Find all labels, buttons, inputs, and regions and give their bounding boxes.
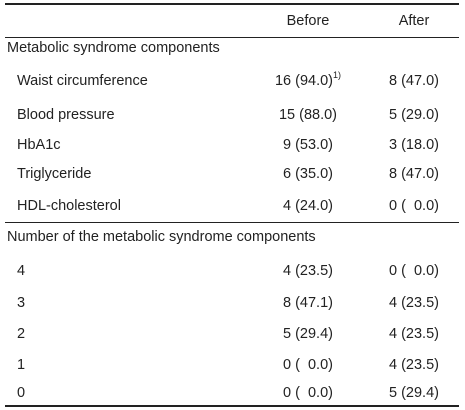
table-row: Waist circumference 16 (94.0)1) 8 (47.0) bbox=[0, 64, 465, 98]
table-row: HDL-cholesterol 4 (24.0) 0 ( 0.0) bbox=[0, 189, 465, 223]
table-row: 4 4 (23.5) 0 ( 0.0) bbox=[0, 254, 465, 288]
table-row: 0 0 ( 0.0) 5 (29.4) bbox=[0, 376, 465, 410]
header-rule bbox=[5, 37, 459, 38]
before-value: 0 ( 0.0) bbox=[283, 385, 333, 401]
section-title-row: Number of the metabolic syndrome compone… bbox=[0, 220, 465, 254]
footnote-marker: 1) bbox=[333, 70, 342, 80]
header-before: Before bbox=[286, 13, 330, 29]
before-value: 9 (53.0) bbox=[283, 137, 333, 153]
section-title: Metabolic syndrome components bbox=[7, 40, 220, 56]
row-label: Blood pressure bbox=[17, 107, 115, 123]
before-value: 4 (23.5) bbox=[283, 263, 333, 279]
section-rule bbox=[5, 222, 459, 223]
row-label: HDL-cholesterol bbox=[17, 198, 121, 214]
table-row: Triglyceride 6 (35.0) 8 (47.0) bbox=[0, 157, 465, 191]
row-label: 4 bbox=[17, 263, 26, 279]
table-row: HbA1c 9 (53.0) 3 (18.0) bbox=[0, 128, 465, 162]
row-label: HbA1c bbox=[17, 137, 61, 153]
table-bottom-rule bbox=[5, 405, 459, 407]
after-value: 5 (29.0) bbox=[389, 107, 439, 123]
before-value: 5 (29.4) bbox=[283, 326, 333, 342]
after-value: 8 (47.0) bbox=[389, 73, 439, 89]
before-value: 16 (94.0)1) bbox=[240, 70, 376, 89]
after-value: 0 ( 0.0) bbox=[389, 198, 439, 214]
before-value-text: 16 (94.0) bbox=[274, 73, 334, 89]
before-value: 8 (47.1) bbox=[283, 295, 333, 311]
row-label: Waist circumference bbox=[17, 73, 148, 89]
before-value: 4 (24.0) bbox=[283, 198, 333, 214]
section-title-row: Metabolic syndrome components bbox=[0, 31, 465, 65]
row-label: Triglyceride bbox=[17, 166, 92, 182]
before-value: 0 ( 0.0) bbox=[283, 357, 333, 373]
header-row: Before After bbox=[0, 4, 465, 38]
after-value: 0 ( 0.0) bbox=[389, 263, 439, 279]
header-after: After bbox=[398, 13, 430, 29]
table-row: 1 0 ( 0.0) 4 (23.5) bbox=[0, 348, 465, 382]
row-label: 0 bbox=[17, 385, 26, 401]
after-value: 4 (23.5) bbox=[389, 295, 439, 311]
after-value: 8 (47.0) bbox=[389, 166, 439, 182]
row-label: 2 bbox=[17, 326, 26, 342]
table-row: 2 5 (29.4) 4 (23.5) bbox=[0, 317, 465, 351]
row-label: 1 bbox=[17, 357, 26, 373]
table-top-rule bbox=[5, 3, 459, 5]
table-row: Blood pressure 15 (88.0) 5 (29.0) bbox=[0, 98, 465, 132]
row-label: 3 bbox=[17, 295, 26, 311]
section-title: Number of the metabolic syndrome compone… bbox=[7, 229, 316, 245]
after-value: 4 (23.5) bbox=[389, 326, 439, 342]
after-value: 5 (29.4) bbox=[389, 385, 439, 401]
after-value: 4 (23.5) bbox=[389, 357, 439, 373]
before-value: 6 (35.0) bbox=[283, 166, 333, 182]
before-value: 15 (88.0) bbox=[278, 107, 338, 123]
after-value: 3 (18.0) bbox=[389, 137, 439, 153]
table-row: 3 8 (47.1) 4 (23.5) bbox=[0, 286, 465, 320]
